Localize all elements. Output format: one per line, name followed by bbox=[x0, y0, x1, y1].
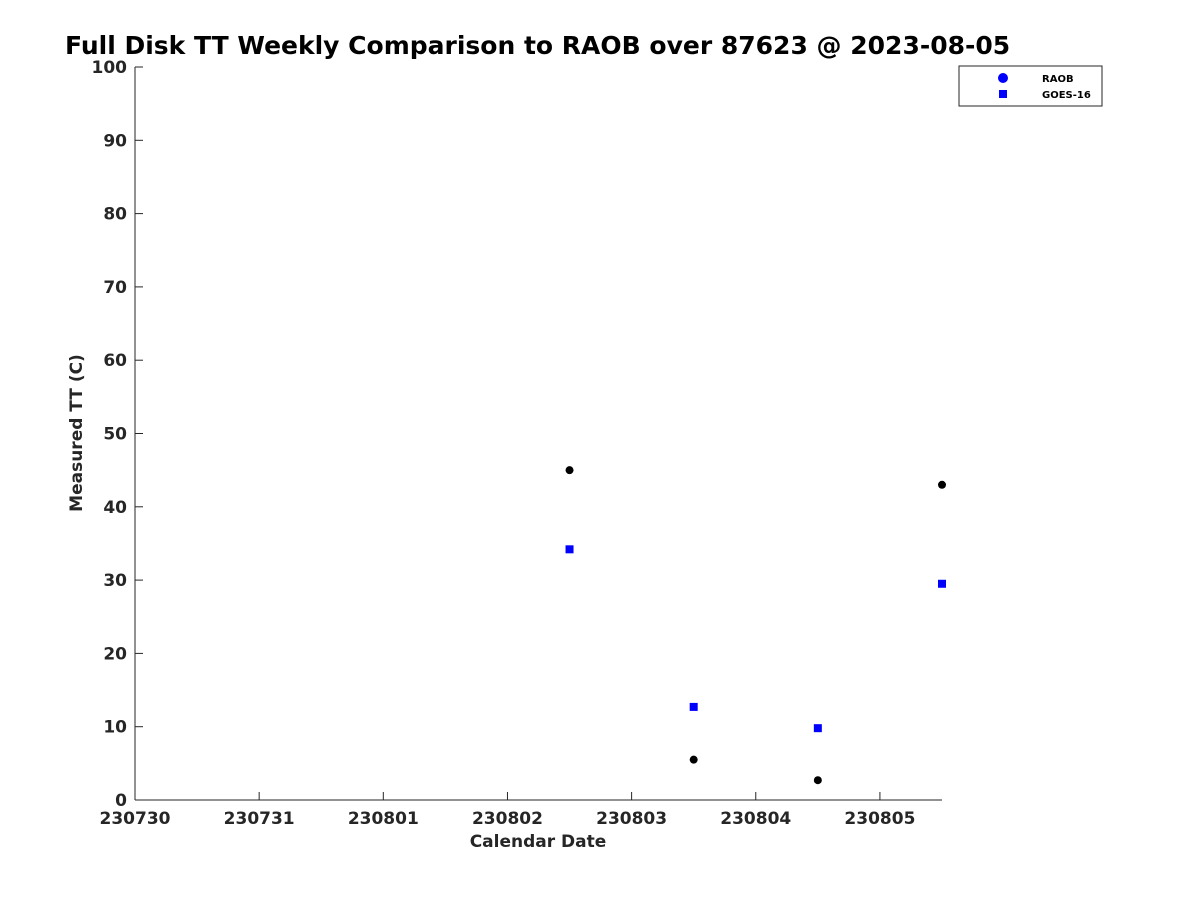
axes: 0 10 20 30 40 50 60 70 80 90 100 230730 230731 230801… bbox=[92, 58, 942, 829]
raob-point bbox=[565, 466, 574, 475]
raob-point bbox=[813, 776, 822, 785]
x-tick-label: 230801 bbox=[348, 809, 419, 829]
data-points bbox=[565, 466, 946, 785]
y-tick-label: 100 bbox=[92, 58, 128, 78]
y-axis-label: Measured TT (C) bbox=[67, 354, 87, 512]
y-tick-label: 50 bbox=[103, 425, 127, 445]
y-tick-label: 30 bbox=[103, 571, 127, 591]
y-tick-label: 20 bbox=[103, 644, 127, 664]
y-tick-label: 10 bbox=[103, 718, 127, 738]
x-tick-label: 230804 bbox=[720, 809, 791, 829]
goes-16-point bbox=[689, 702, 698, 711]
legend-label: GOES-16 bbox=[1042, 90, 1091, 101]
y-tick-label: 0 bbox=[115, 791, 127, 811]
x-tick-label: 230803 bbox=[596, 809, 667, 829]
x-tick-label: 230730 bbox=[100, 809, 171, 829]
legend-box bbox=[958, 65, 1103, 107]
x-tick-label: 230731 bbox=[224, 809, 295, 829]
y-tick-label: 40 bbox=[103, 498, 127, 518]
x-axis-label: Calendar Date bbox=[470, 832, 607, 852]
legend-label: RAOB bbox=[1042, 74, 1074, 85]
raob-point bbox=[938, 480, 946, 489]
y-tick-label: 80 bbox=[103, 205, 127, 225]
y-tick-label: 60 bbox=[103, 351, 127, 371]
y-tick-label: 90 bbox=[103, 131, 127, 151]
legend-goes-16-marker bbox=[999, 90, 1007, 98]
legend-raob-marker bbox=[998, 73, 1008, 83]
y-tick-label: 70 bbox=[103, 278, 127, 298]
chart-title: Full Disk TT Weekly Comparison to RAOB o… bbox=[65, 31, 1010, 60]
x-tick-label: 230802 bbox=[472, 809, 543, 829]
raob-point bbox=[689, 755, 698, 764]
goes-16-point bbox=[565, 545, 574, 554]
goes-16-point bbox=[938, 579, 946, 588]
goes-16-point bbox=[813, 724, 822, 733]
x-tick-label: 230805 bbox=[844, 809, 915, 829]
legend: RAOB GOES-16 bbox=[958, 65, 1103, 107]
